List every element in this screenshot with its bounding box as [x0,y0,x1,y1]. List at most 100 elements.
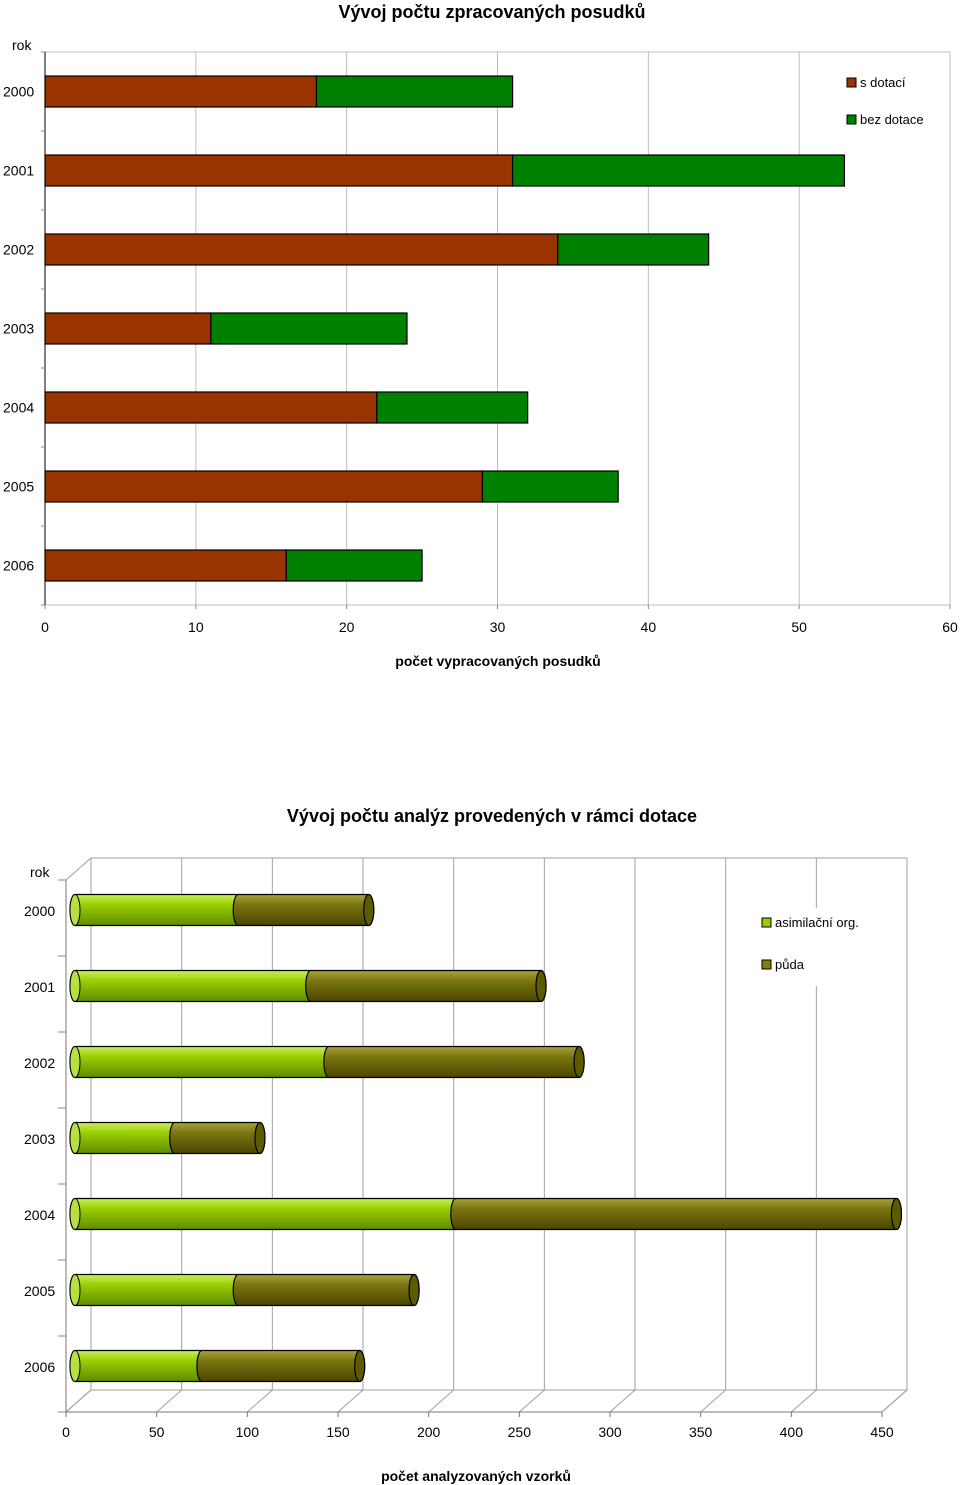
chart2-category-label: 2004 [24,1207,55,1223]
chart2-bar-2004-asimilacni [69,1197,462,1231]
legend-swatch-bez-dotace [846,114,857,125]
chart1-x-tick-label: 0 [41,619,49,635]
chart2-bar-2000-puda [232,893,375,927]
legend-swatch-asimilacni [761,917,772,928]
chart1-bar-2001-bez-dotace [511,154,846,187]
chart2-bars [69,893,903,1383]
chart1-bar-2005-s-dotaci [44,470,484,503]
chart2-floor-gridline [700,1389,726,1413]
chart2-x-tick-label: 50 [149,1424,165,1440]
chart2-bar-end-cap [535,969,547,1003]
chart2-bar-start-cap [69,1350,81,1382]
chart1-x-tick-label: 60 [942,619,958,635]
chart1-category-label: 2005 [3,479,34,495]
chart1-category-label: 2001 [3,163,34,179]
chart1-legend: s dotací bez dotace [846,75,924,127]
chart2-bar-end-cap [354,1349,366,1383]
chart2-xlabel: počet analyzovaných vzorků [381,1468,571,1484]
chart1-x-tick-label: 20 [339,619,355,635]
chart2-x-tick-label: 100 [236,1424,260,1440]
chart2-floor-gridline [156,1389,182,1413]
chart2-floor [64,1389,909,1413]
chart2-bar-2000-asimilacni [69,893,244,927]
chart2-bar-2006-asimilacni [69,1349,208,1383]
chart2-bar-start-cap [69,1198,81,1230]
chart2-floor-gridline [247,1389,273,1413]
chart1-bar-2002-s-dotaci [44,233,559,266]
chart1-bar-2006-s-dotaci [44,549,287,582]
chart1-bar-2005-bez-dotace [481,470,619,503]
chart2-category-label: 2000 [24,903,55,919]
legend-label-asimilacni: asimilační org. [775,915,859,930]
chart1-x-tick-label: 50 [791,619,807,635]
chart1-bar-2000-s-dotaci [44,75,318,108]
chart2-floor-gridline [519,1389,545,1413]
chart1-category-label: 2004 [3,400,34,416]
chart2-legend-background [755,908,860,986]
legend-label-bez-dotace: bez dotace [860,112,924,127]
chart1-category-label: 2002 [3,242,34,258]
chart1-bar-2001-s-dotaci [44,154,514,187]
chart2-bar-start-cap [69,1274,81,1306]
chart2-legend: asimilační org. půda [755,908,860,986]
chart2-floor-gridline [428,1389,454,1413]
chart2-bar-2003-asimilacni [69,1121,181,1155]
chart2-category-label: 2003 [24,1131,55,1147]
chart2-bar-2005-asimilacni [69,1273,244,1307]
chart1-bars [44,75,846,582]
chart-posudky: Vývoj počtu zpracovaných posudků rok 200… [3,2,958,669]
chart2-x-tick-label: 0 [62,1424,70,1440]
chart1-xlabel: počet vypracovaných posudků [395,653,600,669]
legend-label-puda: půda [775,957,805,972]
chart2-bar-2001-puda [305,969,547,1003]
chart2-x-tick-labels: 0 50 100 150 200 250 300 350 400 450 [62,1424,894,1440]
chart2-floor-gridline [791,1389,817,1413]
chart1-category-label: 2003 [3,321,34,337]
chart1-ylabel: rok [12,37,32,53]
chart2-bar-end-cap [408,1273,420,1307]
chart1-gridlines [41,51,951,609]
chart1-x-tick-label: 40 [641,619,657,635]
chart1-title: Vývoj počtu zpracovaných posudků [338,2,645,22]
chart2-bar-2001-asimilacni [69,969,317,1003]
chart2-bar-end-cap [573,1045,585,1079]
chart1-x-tick-labels: 0 10 20 30 40 50 60 [41,619,958,635]
chart2-floor-gridline [337,1389,364,1413]
legend-swatch-s-dotaci [846,77,857,88]
chart2-bar-end-cap [890,1197,903,1231]
chart2-floor-gridline [881,1389,908,1413]
chart2-x-tick-label: 350 [689,1424,713,1440]
chart2-bar-end-cap [254,1121,266,1155]
chart1-category-label: 2000 [3,84,34,100]
chart2-x-tick-label: 200 [417,1424,441,1440]
chart2-bar-end-cap [363,893,375,927]
chart2-category-label: 2006 [24,1359,55,1375]
chart2-x-tick-label: 300 [598,1424,622,1440]
chart1-category-labels: 2000 2001 2002 2003 2004 2005 2006 [3,84,34,574]
chart-analyzy: Vývoj počtu analýz provedených v rámci d… [24,806,909,1484]
chart2-category-label: 2001 [24,979,55,995]
chart2-x-tick-label: 250 [508,1424,532,1440]
chart1-bar-2003-bez-dotace [210,312,408,345]
legend-swatch-puda [761,959,772,970]
chart2-bar-2003-puda [169,1121,266,1155]
chart1-x-tick-label: 10 [188,619,204,635]
chart2-x-tick-label: 450 [870,1424,894,1440]
chart1-bar-2003-s-dotaci [44,312,212,345]
chart2-bar-2002-puda [323,1045,585,1079]
chart2-bar-2006-puda [196,1349,366,1383]
chart1-category-label: 2006 [3,558,34,574]
chart2-bar-2005-puda [232,1273,420,1307]
chart2-category-label: 2002 [24,1055,55,1071]
chart1-bar-2004-s-dotaci [44,391,378,424]
chart2-x-tick-label: 150 [326,1424,350,1440]
chart2-category-label: 2005 [24,1283,55,1299]
chart2-bar-start-cap [69,970,81,1002]
chart2-bar-start-cap [69,1046,81,1078]
chart2-bar-2004-puda [450,1197,903,1231]
chart2-title: Vývoj počtu analýz provedených v rámci d… [287,806,697,826]
chart2-category-labels: 2000 2001 2002 2003 2004 2005 2006 [24,903,55,1375]
chart2-floor-gridline [609,1389,636,1413]
chart2-x-tick-label: 400 [780,1424,804,1440]
